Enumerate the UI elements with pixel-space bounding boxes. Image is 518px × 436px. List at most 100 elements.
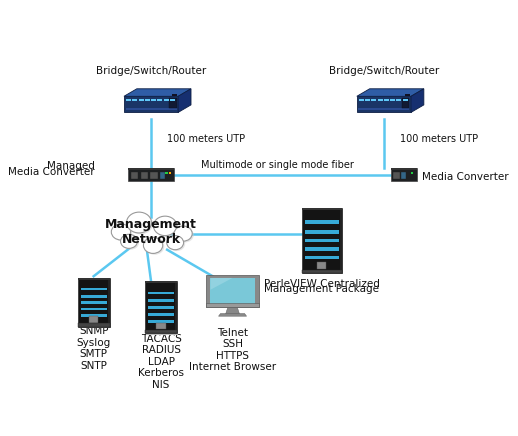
Polygon shape <box>78 278 110 327</box>
Bar <box>391 168 417 170</box>
Ellipse shape <box>153 216 177 235</box>
Bar <box>393 172 400 179</box>
Bar <box>145 282 177 283</box>
Bar <box>390 99 395 101</box>
Bar <box>402 99 408 101</box>
Bar <box>411 172 413 174</box>
Text: Management Package: Management Package <box>264 284 379 294</box>
Bar <box>78 278 110 280</box>
Bar <box>172 94 177 95</box>
Polygon shape <box>210 278 255 304</box>
Text: Bridge/Switch/Router: Bridge/Switch/Router <box>329 66 439 76</box>
Bar <box>89 316 98 323</box>
Bar <box>384 99 389 101</box>
Bar <box>150 172 157 179</box>
Bar <box>168 172 171 174</box>
Ellipse shape <box>126 212 151 233</box>
Text: Bridge/Switch/Router: Bridge/Switch/Router <box>96 66 206 76</box>
Text: 100 meters UTP: 100 meters UTP <box>167 134 245 144</box>
Polygon shape <box>357 96 411 112</box>
Polygon shape <box>303 209 343 274</box>
Bar <box>141 172 148 179</box>
Polygon shape <box>175 282 177 334</box>
Bar <box>157 99 162 101</box>
Polygon shape <box>108 278 110 327</box>
Bar <box>148 292 174 294</box>
Bar <box>126 99 131 101</box>
Text: Multimode or single mode fiber: Multimode or single mode fiber <box>201 160 354 170</box>
Bar <box>148 313 174 316</box>
Bar <box>131 172 138 179</box>
Ellipse shape <box>111 224 131 240</box>
Ellipse shape <box>167 235 183 250</box>
Bar <box>305 238 339 242</box>
Polygon shape <box>124 96 178 112</box>
Ellipse shape <box>113 225 132 242</box>
Bar <box>317 262 326 269</box>
Bar <box>305 247 339 251</box>
Bar <box>165 172 168 174</box>
Bar <box>169 98 177 108</box>
Ellipse shape <box>168 237 185 251</box>
Ellipse shape <box>122 235 139 250</box>
Bar <box>402 98 409 108</box>
Polygon shape <box>340 208 342 273</box>
Ellipse shape <box>155 218 178 237</box>
Text: Management
Network: Management Network <box>105 218 197 246</box>
Bar <box>164 99 169 101</box>
Bar <box>125 108 177 110</box>
Bar <box>148 320 174 323</box>
Ellipse shape <box>143 237 163 253</box>
Bar <box>396 99 401 101</box>
Bar <box>378 99 383 101</box>
Text: Media Converter: Media Converter <box>8 167 95 177</box>
Bar <box>145 99 150 101</box>
Bar <box>207 303 258 307</box>
Bar <box>81 307 107 310</box>
Bar <box>305 255 339 259</box>
Bar <box>405 94 410 95</box>
Text: Telnet
SSH
HTTPS
Internet Browser: Telnet SSH HTTPS Internet Browser <box>189 327 276 372</box>
Bar <box>156 323 166 330</box>
Polygon shape <box>124 89 191 96</box>
Ellipse shape <box>145 238 164 255</box>
Polygon shape <box>391 168 417 181</box>
Bar <box>81 301 107 304</box>
Polygon shape <box>411 89 424 112</box>
Bar <box>301 208 342 210</box>
Bar <box>148 300 174 302</box>
Bar <box>358 108 409 110</box>
Ellipse shape <box>121 234 137 249</box>
Bar <box>138 99 143 101</box>
Text: PerleVIEW Centralized: PerleVIEW Centralized <box>264 279 380 289</box>
Polygon shape <box>357 89 424 96</box>
Bar <box>305 220 339 224</box>
Text: Managed: Managed <box>47 161 95 171</box>
Bar <box>305 230 339 234</box>
Ellipse shape <box>176 228 194 242</box>
Text: SNMP
Syslog
SMTP
SNTP: SNMP Syslog SMTP SNTP <box>77 326 111 371</box>
Polygon shape <box>146 283 178 335</box>
Polygon shape <box>178 89 191 112</box>
Bar <box>78 324 110 327</box>
Bar <box>81 288 107 290</box>
Polygon shape <box>145 282 177 334</box>
Bar <box>365 99 370 101</box>
Ellipse shape <box>174 226 192 241</box>
Bar <box>359 99 364 101</box>
Polygon shape <box>79 279 111 328</box>
Bar <box>148 306 174 309</box>
Polygon shape <box>219 313 247 316</box>
Bar <box>401 172 406 179</box>
Bar <box>132 99 137 101</box>
Polygon shape <box>210 278 233 290</box>
Text: 100 meters UTP: 100 meters UTP <box>400 134 478 144</box>
Text: Media Converter: Media Converter <box>422 172 509 182</box>
Bar <box>151 99 156 101</box>
Bar <box>301 270 342 273</box>
Bar <box>371 99 377 101</box>
Bar <box>81 295 107 297</box>
Polygon shape <box>207 275 258 307</box>
Bar <box>145 330 177 334</box>
Polygon shape <box>301 208 342 273</box>
